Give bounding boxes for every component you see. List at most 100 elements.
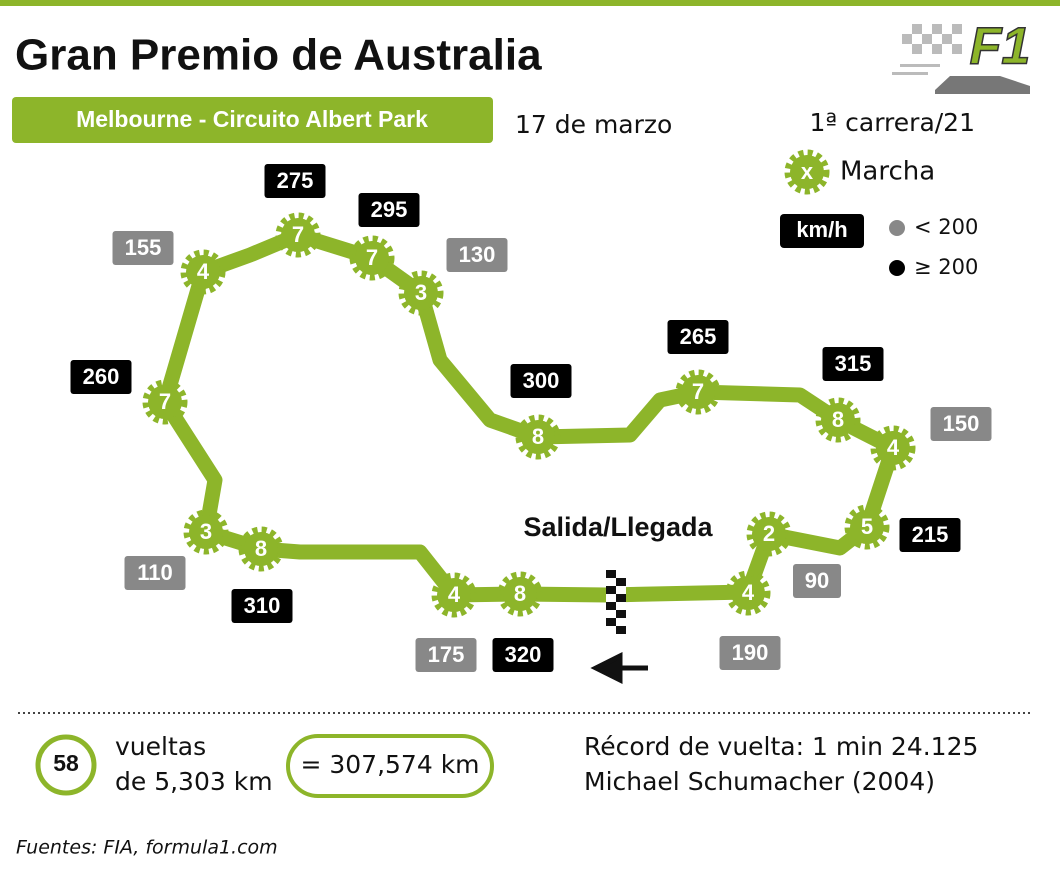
- gear-teeth: [515, 414, 561, 460]
- speed-label: 155: [125, 235, 162, 260]
- gear-body: [790, 155, 824, 189]
- gear-body: [281, 218, 315, 252]
- speed-label: 320: [505, 642, 542, 667]
- laps: 58: [53, 750, 79, 776]
- laps-text: de 5,303 km: [115, 767, 273, 796]
- speed-label: 275: [277, 168, 314, 193]
- speed-label: 300: [523, 368, 560, 393]
- gear-body: [876, 431, 910, 465]
- legend-gear-label: Marcha: [840, 157, 935, 187]
- speed-box: [415, 638, 477, 672]
- gear-teeth: [725, 570, 771, 616]
- gear-teeth: [349, 235, 395, 281]
- speed-box: [70, 360, 132, 394]
- checker: [606, 586, 616, 594]
- source: Fuentes: FIA, formula1.com: [16, 837, 278, 859]
- checker: [616, 578, 626, 586]
- laps-circle: [35, 734, 97, 796]
- speed-box: [446, 238, 508, 272]
- speed-label: 130: [459, 242, 496, 267]
- gear-body: [752, 517, 786, 551]
- speed-box: [112, 231, 174, 265]
- gear-teeth: [784, 149, 830, 195]
- gear-number: 7: [159, 389, 171, 414]
- checker: [606, 578, 616, 586]
- gear-number: x: [801, 159, 814, 184]
- gear-teeth: [431, 572, 477, 618]
- record: Récord de vuelta: 1 min 24.125: [584, 732, 978, 761]
- gear-number: 4: [448, 582, 461, 607]
- gear-body: [148, 385, 182, 419]
- logo: F1: [970, 18, 1031, 76]
- gear-number: 4: [197, 259, 210, 284]
- speed-label: 190: [732, 640, 769, 665]
- location-box: [12, 97, 493, 143]
- gear-number: 8: [832, 407, 844, 432]
- checker: [616, 586, 626, 594]
- gear-number: 8: [255, 536, 267, 561]
- gear-body: [189, 515, 223, 549]
- checker: [616, 610, 626, 618]
- speed-box: [124, 556, 186, 590]
- gear-number: 7: [292, 222, 304, 247]
- speed-label: 175: [428, 642, 465, 667]
- speed-label: 110: [137, 560, 173, 585]
- speed-label: 215: [912, 522, 949, 547]
- record-holder: Michael Schumacher (2004): [584, 767, 935, 796]
- gear-teeth: [142, 379, 188, 425]
- speed-box: [899, 518, 961, 552]
- speed-box: [264, 164, 326, 198]
- direction-arrow: [590, 651, 648, 685]
- logo-checker: [892, 24, 1030, 94]
- gear-body: [681, 375, 715, 409]
- checker: [616, 570, 626, 578]
- speed-label: 265: [680, 324, 717, 349]
- gear-body: [186, 255, 220, 289]
- speed-unit: km/h: [796, 217, 847, 242]
- legend-label: ≥ 200: [914, 255, 978, 279]
- gear-body: [731, 576, 765, 610]
- speed-box: [667, 320, 729, 354]
- gear-teeth: [180, 249, 226, 295]
- gear-body: [503, 577, 537, 611]
- gear-body: [244, 532, 278, 566]
- speed-box: [358, 193, 420, 227]
- unit-box: [780, 214, 864, 248]
- total-distance: = 307,574 km: [300, 750, 479, 779]
- checker: [616, 626, 626, 634]
- legend-dot: [889, 260, 905, 276]
- title: Gran Premio de Australia: [15, 31, 542, 80]
- gear-number: 2: [763, 521, 775, 546]
- speed-label: 295: [371, 197, 408, 222]
- checker: [606, 610, 616, 618]
- gear-number: 7: [366, 245, 378, 270]
- gear-number: 4: [887, 435, 900, 460]
- gear-number: 7: [692, 379, 704, 404]
- checker: [606, 626, 616, 634]
- start-finish: Salida/Llegada: [523, 512, 713, 542]
- gear-body: [404, 276, 438, 310]
- total-pill: [286, 734, 494, 798]
- top-bar: [0, 0, 1060, 6]
- gear-number: 4: [742, 580, 755, 605]
- gear-teeth: [275, 212, 321, 258]
- gear-body: [355, 241, 389, 275]
- location: Melbourne - Circuito Albert Park: [76, 106, 428, 132]
- laps-text: vueltas: [115, 732, 206, 761]
- gear-body: [850, 510, 884, 544]
- speed-label: 90: [805, 568, 829, 593]
- checker: [616, 602, 626, 610]
- gear-number: 8: [532, 424, 544, 449]
- checker: [606, 594, 616, 602]
- gear-body: [521, 420, 555, 454]
- speed-label: 150: [943, 411, 980, 436]
- checker: [606, 618, 616, 626]
- gear-teeth: [398, 270, 444, 316]
- gear-teeth: [815, 397, 861, 443]
- gear-teeth: [844, 504, 890, 550]
- gear-teeth: [238, 526, 284, 572]
- speed-box: [793, 564, 841, 598]
- gear-teeth: [497, 571, 543, 617]
